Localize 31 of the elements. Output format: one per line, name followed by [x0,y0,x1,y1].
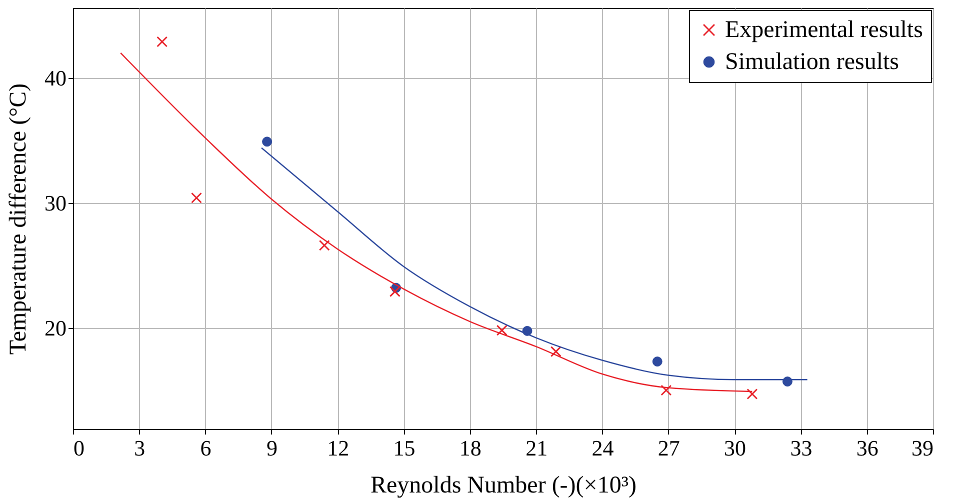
point [389,286,400,298]
y-tick-label: 20 [44,315,66,340]
x-tick-label: 12 [327,436,350,460]
x-tick-label: 36 [856,436,878,460]
point [262,136,272,147]
x-tick-label: 33 [790,436,812,460]
y-tick-label: 40 [44,65,66,90]
x-tick-label: 15 [393,436,416,460]
x-tick-label: 27 [658,436,680,460]
point [550,346,562,358]
x-tick-label: 18 [459,436,482,460]
x-tick-label: 3 [134,436,146,460]
x-tick-label: 0 [74,436,84,460]
x-tick-label: 30 [724,436,746,460]
point [496,324,508,336]
y-tick-label: 30 [44,190,66,216]
point [746,388,758,400]
x-tick-label: 39 [912,436,934,460]
y-axis-title: Temperature difference (°C) [6,83,32,355]
x-tick-label: 6 [200,436,212,460]
x-axis-title: Reynolds Number (-)(×10³) [370,472,637,498]
point [652,356,662,367]
x-tick-label: 9 [266,436,278,460]
legend-label: Experimental results [725,17,923,43]
x-tick-label: 24 [592,436,614,460]
point [156,36,168,48]
point [318,240,330,251]
point [660,384,672,396]
x-tick-label: 21 [526,436,548,460]
point [190,192,202,204]
legend-label: Simulation results [725,49,899,75]
